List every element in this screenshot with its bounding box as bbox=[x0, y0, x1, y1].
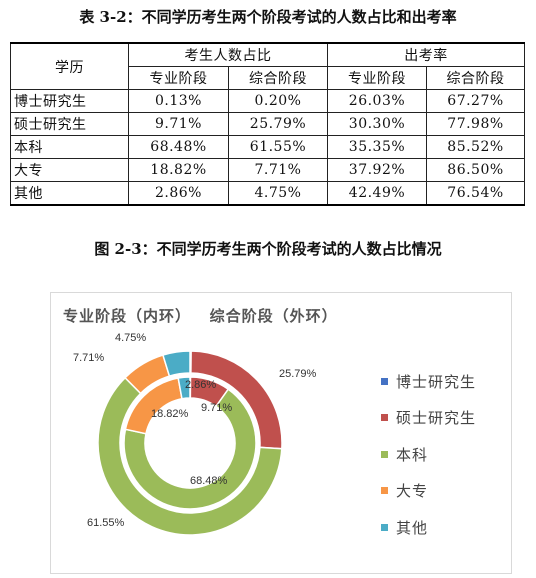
table-cell: 25.79% bbox=[228, 112, 328, 136]
table-cell: 77.98% bbox=[426, 112, 525, 136]
sub-header: 专业阶段 bbox=[327, 66, 427, 90]
legend-swatch bbox=[381, 450, 388, 458]
sub-header: 综合阶段 bbox=[426, 66, 525, 90]
data-table: 学历 考生人数占比 出考率 专业阶段 综合阶段 专业阶段 综合阶段 博士研究生 … bbox=[10, 42, 525, 206]
data-label: 2.86% bbox=[185, 379, 216, 391]
legend-item: 其他 bbox=[381, 509, 506, 546]
figure-caption: 图 2-3：不同学历考生两个阶段考试的人数占比情况 bbox=[94, 240, 442, 258]
segment-other-outer bbox=[162, 350, 191, 378]
table-caption: 表 3-2：不同学历考生两个阶段考试的人数占比和出考率 bbox=[79, 8, 457, 26]
segment-other-inner bbox=[177, 376, 191, 400]
table-cell: 26.03% bbox=[327, 89, 427, 113]
data-label: 18.82% bbox=[151, 408, 189, 420]
table-cell: 9.71% bbox=[128, 112, 229, 136]
data-label: 25.79% bbox=[279, 368, 317, 380]
legend-item: 硕士研究生 bbox=[381, 400, 506, 437]
table-cell: 4.75% bbox=[228, 181, 328, 206]
data-label: 61.55% bbox=[87, 517, 125, 529]
legend-swatch bbox=[381, 414, 388, 422]
table-cell: 0.20% bbox=[228, 89, 328, 113]
legend-item: 博士研究生 bbox=[381, 363, 506, 400]
row-label: 大专 bbox=[10, 158, 129, 182]
legend-label: 博士研究生 bbox=[396, 372, 477, 391]
col-header-education: 学历 bbox=[10, 42, 129, 90]
table-cell: 37.92% bbox=[327, 158, 427, 182]
table-cell: 30.30% bbox=[327, 112, 427, 136]
legend-swatch bbox=[381, 523, 388, 531]
chart-title: 专业阶段（内环） 综合阶段（外环） bbox=[63, 307, 338, 325]
table-cell: 68.48% bbox=[128, 135, 229, 159]
row-label: 其他 bbox=[10, 181, 129, 206]
row-label: 硕士研究生 bbox=[10, 112, 129, 136]
table-cell: 85.52% bbox=[426, 135, 525, 159]
data-label: 4.75% bbox=[115, 332, 146, 344]
table-cell: 0.13% bbox=[128, 89, 229, 113]
table-cell: 2.86% bbox=[128, 181, 229, 206]
table-row: 大专 18.82% 7.71% 37.92% 86.50% bbox=[10, 158, 525, 182]
table-cell: 18.82% bbox=[128, 158, 229, 182]
segment-bachelor-outer bbox=[97, 376, 283, 536]
legend-item: 大专 bbox=[381, 473, 506, 510]
table-row: 其他 2.86% 4.75% 42.49% 76.54% bbox=[10, 181, 525, 206]
legend-label: 其他 bbox=[396, 518, 429, 537]
data-label: 68.48% bbox=[190, 475, 228, 487]
table-cell: 35.35% bbox=[327, 135, 427, 159]
legend-label: 大专 bbox=[396, 482, 429, 501]
table-cell: 42.49% bbox=[327, 181, 427, 206]
table-row: 硕士研究生 9.71% 25.79% 30.30% 77.98% bbox=[10, 112, 525, 136]
group-header-attendance: 出考率 bbox=[327, 42, 525, 67]
table-row: 本科 68.48% 61.55% 35.35% 85.52% bbox=[10, 135, 525, 159]
table-cell: 67.27% bbox=[426, 89, 525, 113]
row-label: 本科 bbox=[10, 135, 129, 159]
data-label: 9.71% bbox=[201, 402, 232, 414]
legend-item: 本科 bbox=[381, 436, 506, 473]
table-cell: 7.71% bbox=[228, 158, 328, 182]
chart-legend: 博士研究生 硕士研究生 本科 大专 其他 bbox=[381, 363, 506, 546]
row-label: 博士研究生 bbox=[10, 89, 129, 113]
segment-bachelor-inner bbox=[123, 388, 257, 510]
sub-header: 专业阶段 bbox=[128, 66, 229, 90]
group-header-share: 考生人数占比 bbox=[128, 42, 328, 67]
legend-swatch bbox=[381, 377, 388, 385]
legend-label: 本科 bbox=[396, 445, 429, 464]
table-cell: 76.54% bbox=[426, 181, 525, 206]
donut-chart: 专业阶段（内环） 综合阶段（外环） 9.71% 68.48% 18.82% 2.86%… bbox=[50, 292, 512, 574]
legend-swatch bbox=[381, 487, 388, 495]
table-cell: 61.55% bbox=[228, 135, 328, 159]
data-label: 7.71% bbox=[73, 352, 104, 364]
donut-svg: 9.71% 68.48% 18.82% 2.86% 25.79% 61.55% 7.71% 4… bbox=[73, 332, 317, 536]
table-cell: 86.50% bbox=[426, 158, 525, 182]
sub-header: 综合阶段 bbox=[228, 66, 328, 90]
legend-label: 硕士研究生 bbox=[396, 409, 477, 428]
table-row: 博士研究生 0.13% 0.20% 26.03% 67.27% bbox=[10, 89, 525, 113]
